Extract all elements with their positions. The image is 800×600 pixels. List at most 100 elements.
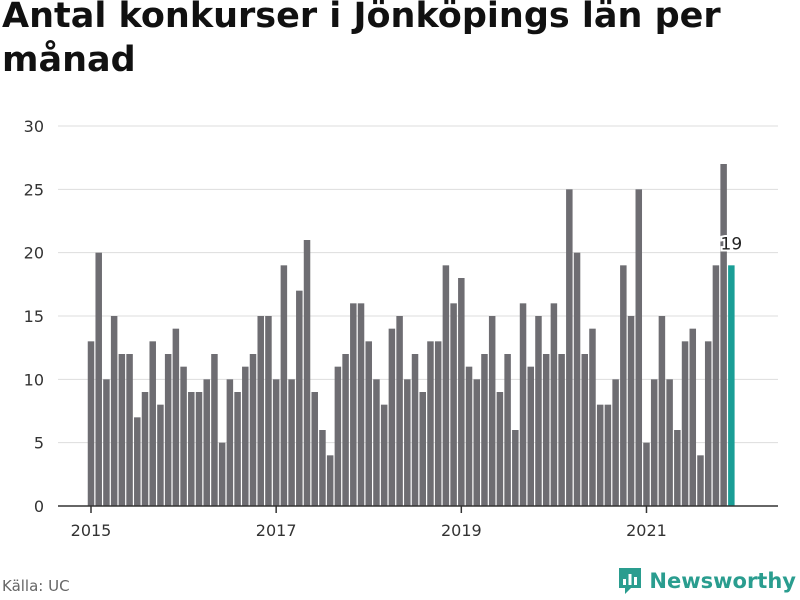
bar bbox=[180, 366, 187, 506]
y-tick-label: 15 bbox=[24, 307, 44, 326]
bar bbox=[188, 392, 195, 506]
bar bbox=[542, 354, 550, 506]
bar bbox=[126, 354, 133, 506]
brand-name: Newsworthy bbox=[649, 569, 796, 593]
bar bbox=[211, 354, 218, 506]
bar bbox=[650, 379, 658, 506]
bar bbox=[87, 341, 95, 506]
last-value-label: 19 bbox=[721, 234, 743, 254]
bar bbox=[589, 328, 596, 506]
bar bbox=[604, 404, 612, 506]
bar bbox=[103, 379, 110, 506]
bar bbox=[288, 379, 295, 506]
bar bbox=[666, 379, 673, 506]
bar bbox=[218, 442, 226, 506]
bar bbox=[512, 430, 519, 506]
bar bbox=[265, 316, 272, 506]
bar bbox=[465, 366, 473, 506]
bar bbox=[195, 392, 203, 506]
bars-layer bbox=[87, 164, 735, 507]
bar bbox=[95, 252, 102, 506]
source-note: Källa: UC bbox=[2, 577, 70, 595]
bar bbox=[573, 252, 581, 506]
bar bbox=[249, 354, 257, 506]
bar bbox=[141, 392, 149, 506]
bar bbox=[164, 354, 172, 506]
label-layer: 19 bbox=[719, 232, 745, 256]
bar bbox=[419, 392, 426, 506]
bar bbox=[450, 303, 457, 506]
bar bbox=[242, 366, 249, 506]
bar bbox=[658, 316, 666, 506]
bar bbox=[434, 341, 442, 506]
bar bbox=[280, 265, 288, 506]
bar bbox=[504, 354, 511, 506]
bar bbox=[118, 354, 126, 506]
bar bbox=[365, 341, 372, 506]
y-tick-label: 30 bbox=[24, 117, 44, 136]
bar bbox=[627, 316, 635, 506]
bar bbox=[681, 341, 689, 506]
bar bbox=[635, 189, 643, 507]
bar bbox=[689, 328, 697, 506]
bar bbox=[674, 430, 681, 506]
bar bbox=[326, 455, 334, 506]
bar bbox=[496, 392, 504, 506]
bar bbox=[473, 379, 480, 506]
newsworthy-logo-icon bbox=[619, 568, 642, 594]
bar bbox=[566, 189, 573, 507]
brand-logo[interactable]: Newsworthy bbox=[617, 566, 796, 596]
bar bbox=[404, 379, 411, 506]
bar bbox=[481, 354, 488, 506]
bar bbox=[620, 265, 627, 506]
bar bbox=[149, 341, 156, 506]
y-tick-label: 0 bbox=[34, 497, 44, 516]
bar bbox=[442, 265, 450, 506]
axis-layer: 0 5 10 15 20 25 30 2015 2017 2019 2021 bbox=[24, 117, 778, 540]
bar bbox=[488, 316, 496, 506]
bar bbox=[643, 442, 650, 506]
bar bbox=[272, 379, 280, 506]
bar bbox=[458, 278, 465, 506]
bar bbox=[396, 316, 403, 506]
y-tick-label: 10 bbox=[24, 370, 44, 389]
x-tick-label: 2019 bbox=[441, 521, 482, 540]
bar bbox=[311, 392, 318, 506]
bar bbox=[519, 303, 527, 506]
x-tick-label: 2015 bbox=[71, 521, 112, 540]
bar bbox=[172, 328, 180, 506]
bar bbox=[720, 164, 727, 506]
bar bbox=[350, 303, 357, 506]
bar-highlight bbox=[728, 265, 735, 506]
bar bbox=[234, 392, 241, 506]
bar bbox=[535, 316, 542, 506]
bar bbox=[411, 354, 419, 506]
bar bbox=[388, 328, 396, 506]
bar bbox=[380, 404, 388, 506]
bar bbox=[257, 316, 264, 506]
bar bbox=[203, 379, 210, 506]
chart-title: Antal konkurser i Jönköpings län per mån… bbox=[2, 0, 721, 80]
x-tick-label: 2021 bbox=[626, 521, 667, 540]
bar bbox=[550, 303, 558, 506]
bar bbox=[319, 430, 326, 506]
bar bbox=[226, 379, 234, 506]
bar bbox=[373, 379, 380, 506]
bar bbox=[527, 366, 535, 506]
bar bbox=[581, 354, 589, 506]
bar bbox=[303, 240, 311, 506]
y-tick-label: 25 bbox=[24, 180, 44, 199]
y-tick-label: 5 bbox=[34, 434, 44, 453]
bar bbox=[558, 354, 565, 506]
bar bbox=[134, 417, 141, 506]
bar bbox=[357, 303, 365, 506]
bar bbox=[704, 341, 712, 506]
bar bbox=[157, 404, 164, 506]
bar bbox=[427, 341, 434, 506]
bar bbox=[334, 366, 342, 506]
bar bbox=[712, 265, 720, 506]
x-tick-label: 2017 bbox=[256, 521, 297, 540]
bar bbox=[612, 379, 619, 506]
y-tick-label: 20 bbox=[24, 244, 44, 263]
